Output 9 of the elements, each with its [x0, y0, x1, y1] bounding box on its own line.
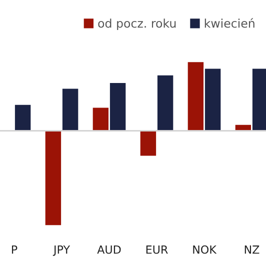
x-tick-label: NOK: [193, 245, 217, 254]
bar: [14, 104, 32, 132]
x-tick-label: NZ: [244, 246, 260, 254]
x-tick-label: JPY: [52, 246, 70, 256]
legend-label: kwiecień: [204, 18, 254, 28]
x-tick-label: AUD: [97, 246, 121, 254]
x-tick-label: EUR: [146, 246, 168, 254]
x-tick-label: P: [12, 246, 18, 254]
legend-label: od pocz. roku: [98, 18, 176, 30]
